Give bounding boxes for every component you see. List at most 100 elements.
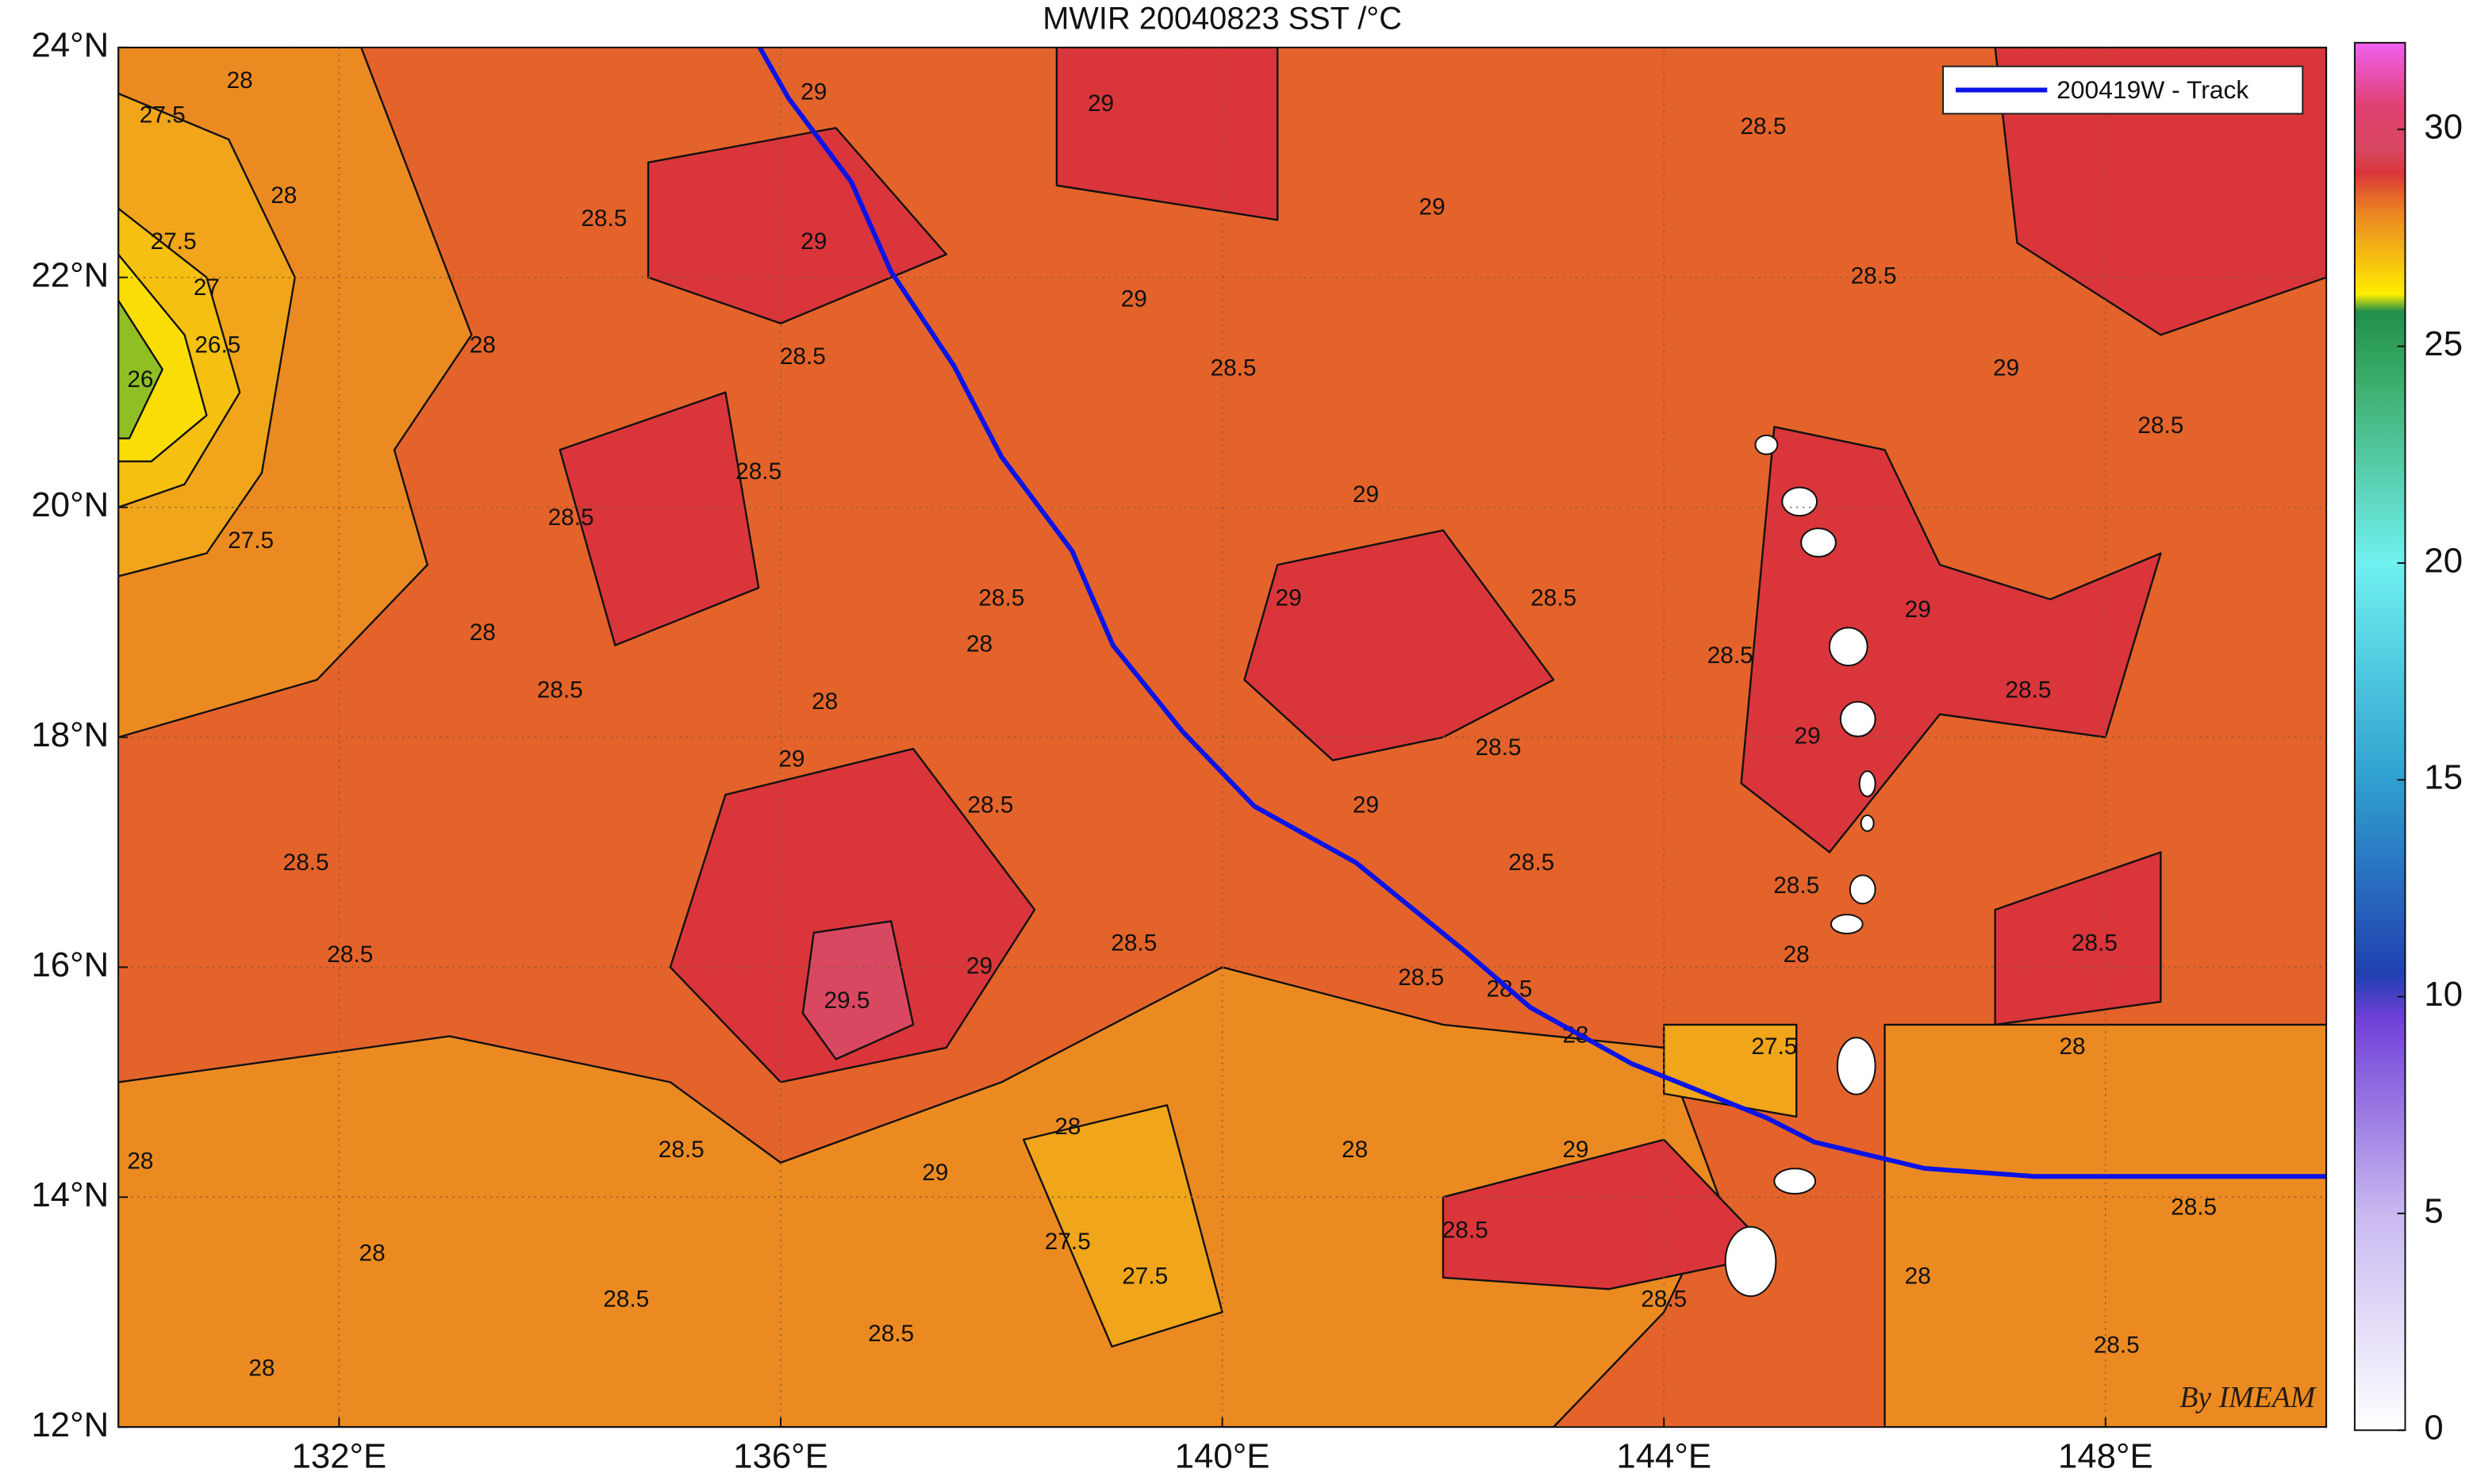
contour-label: 28.5 [603,1287,649,1313]
contour-label: 29 [1353,792,1379,818]
contour-label: 28.5 [2005,677,2051,703]
missing-data [1836,1037,1876,1095]
contour-label: 29 [922,1160,948,1186]
missing-data [1773,1168,1817,1195]
contour-label: 28.5 [327,941,373,968]
missing-data [1754,434,1779,455]
contour-label: 29 [801,228,827,255]
contour-label: 29.5 [824,987,870,1014]
colorbar-tick-label: 5 [2424,1191,2443,1230]
missing-data [1724,1225,1777,1298]
contour-label: 28.5 [2072,930,2118,956]
colorbar-tick-label: 25 [2424,324,2463,363]
contour-label: 28 [248,1356,275,1382]
contour-label: 29 [801,79,827,105]
contour-label: 27 [194,274,220,301]
contour-label: 29 [1088,90,1114,117]
contour-label: 28.5 [537,677,583,703]
contour-label: 29 [1276,585,1302,611]
sst-region [559,391,760,646]
x-tick-label: 148°E [2058,1437,2153,1476]
missing-data [1839,700,1876,738]
contour-label: 28.5 [1508,849,1554,876]
contour-label: 28 [812,688,838,715]
contour-label: 28.5 [1641,1287,1687,1313]
contour-label: 26.5 [194,332,240,359]
missing-data [1828,627,1868,667]
contour-label: 28.5 [659,1137,705,1163]
colorbar-tick-label: 15 [2424,758,2463,797]
contour-label: 29 [1562,1137,1588,1163]
y-tick-label: 14°N [31,1175,109,1214]
contour-label: 28.5 [735,458,781,485]
contour-label: 28.5 [1475,734,1521,761]
missing-data [1800,527,1837,558]
contour-label: 28.5 [978,585,1024,611]
contour-label: 29 [1353,481,1379,508]
sst-region [118,966,1720,1428]
contour-label: 26 [127,366,153,393]
y-tick-label: 18°N [31,715,109,754]
colorbar-tick-label: 20 [2424,541,2463,580]
contour-label: 28.5 [1773,872,1819,899]
contour-label: 28.5 [1211,355,1257,382]
sst-region [1994,851,2162,1026]
contour-label: 28 [966,631,993,657]
x-tick-label: 144°E [1616,1437,1711,1476]
y-tick-label: 16°N [31,945,109,984]
y-tick-label: 20°N [31,485,109,524]
sst-region [1055,47,1279,221]
contour-label: 28.5 [1398,964,1444,991]
y-tick-label: 22°N [31,255,109,294]
contour-label: 28.5 [1111,930,1157,956]
contour-label: 28.5 [2094,1333,2140,1359]
contour-label: 28.5 [1740,113,1786,140]
contour-label: 27.5 [151,228,197,255]
contour-label: 28.5 [548,504,594,531]
colorbar-tick-label: 30 [2424,108,2463,147]
missing-data [1830,914,1864,935]
contour-label: 28.5 [1442,1217,1488,1244]
sst-region [801,920,915,1060]
track-line [757,47,2327,1179]
missing-data [1858,770,1876,798]
missing-data [1781,486,1818,517]
contour-label: 27.5 [228,527,274,554]
map-title: MWIR 20040823 SST /°C [1043,2,1402,36]
contour-label: 28 [1342,1137,1368,1163]
plot-area: 28 27.5 28 27.5 27 26.5 26 27.5 28 28.5 29 29 29 29 29… [118,47,2327,1428]
contour-label: 28.5 [868,1321,914,1347]
contour-label: 28.5 [581,205,627,232]
contour-label: 28 [1905,1264,1931,1290]
contour-label: 29 [1905,596,1931,623]
contour-label: 29 [1993,355,2019,382]
missing-data [1849,874,1876,905]
credit: By IMEAM [2179,1381,2317,1414]
missing-data [1860,814,1875,832]
contour-label: 27.5 [1045,1229,1091,1255]
contour-label: 28 [271,182,297,209]
colorbar-tick-label: 10 [2424,975,2463,1014]
colorbar-tick-label: 0 [2424,1409,2443,1448]
contour-label: 28 [359,1241,386,1267]
contour-label: 28.5 [2171,1194,2217,1221]
sst-region [1740,425,2162,853]
overlay: 200419W - Track By IMEAM 132°E 136°E 140°E 14… [31,25,2463,1475]
sst-region [669,747,1036,1083]
contour-label: 28.5 [1851,263,1897,290]
contour-label: 28 [470,619,496,646]
legend-label: 200419W - Track [2056,75,2248,104]
contour-label: 29 [1419,194,1445,220]
contour-label: 28 [227,67,253,94]
contour-label: 28 [470,332,496,359]
contour-label: 29 [1121,286,1147,313]
contour-label: 28.5 [780,343,826,370]
contour-label: 28.5 [967,792,1013,818]
contour-label: 28 [1784,941,1810,968]
y-tick-label: 24°N [31,25,109,64]
sst-region [1022,1104,1223,1348]
x-tick-label: 140°E [1175,1437,1270,1476]
contour-label: 27.5 [140,102,186,128]
contour-label: 29 [778,746,804,772]
contour-label: 29 [1795,723,1821,749]
